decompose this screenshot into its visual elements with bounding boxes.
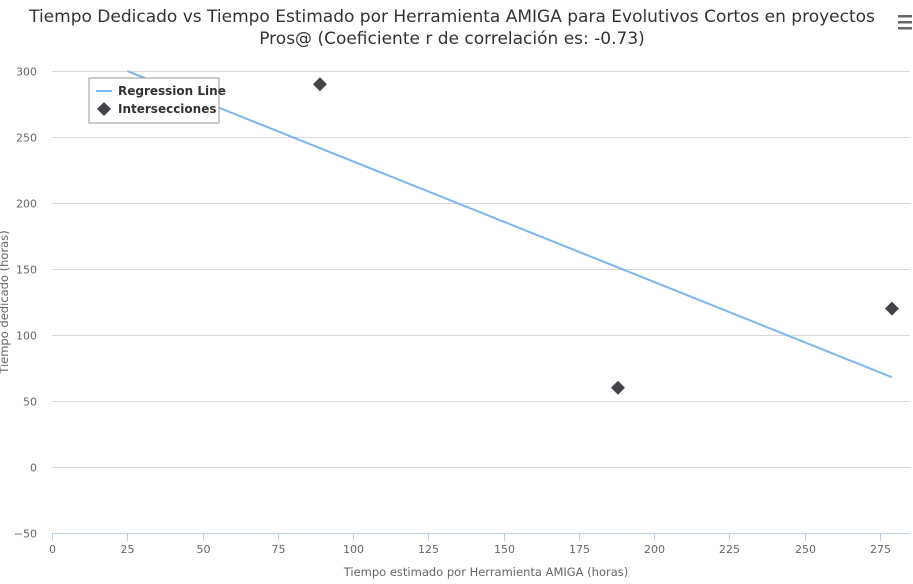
x-tick-label: 175 bbox=[569, 543, 590, 556]
data-point-diamond[interactable] bbox=[312, 77, 327, 92]
x-tick-label: 200 bbox=[644, 543, 665, 556]
legend-box bbox=[88, 77, 220, 124]
x-tick-label: 100 bbox=[343, 543, 364, 556]
x-tick-label: 150 bbox=[494, 543, 515, 556]
legend-diamond-swatch bbox=[97, 102, 111, 116]
data-point-diamond[interactable] bbox=[884, 301, 899, 316]
chart-menu-hit-area[interactable] bbox=[894, 8, 913, 30]
legend: Regression Line Intersecciones bbox=[88, 77, 226, 124]
y-axis-title: Tiempo dedicado (horas) bbox=[0, 230, 11, 374]
hamburger-menu-icon bbox=[898, 15, 912, 30]
x-tick-label: 125 bbox=[418, 543, 439, 556]
x-tick-label: 275 bbox=[870, 543, 891, 556]
y-tick-label: 200 bbox=[16, 198, 37, 211]
x-tick-label: 75 bbox=[272, 543, 286, 556]
x-axis-title: Tiempo estimado por Herramienta AMIGA (h… bbox=[343, 565, 629, 579]
axes: −50 0 50 100 150 200 250 300 0 25 50 75 100 125 150 175… bbox=[14, 66, 910, 556]
chart-title-line-2: Pros@ (Coeficiente r de correlación es: … bbox=[259, 29, 645, 49]
x-tick-label: 250 bbox=[795, 543, 816, 556]
chart-menu-button[interactable] bbox=[894, 8, 913, 30]
plot-series bbox=[126, 70, 899, 395]
grid-lines bbox=[52, 71, 910, 534]
regression-line bbox=[126, 70, 893, 379]
y-tick-label: 100 bbox=[16, 330, 37, 343]
y-tick-label: 0 bbox=[30, 462, 37, 475]
y-tick-label: −50 bbox=[14, 528, 37, 541]
y-tick-label: 250 bbox=[16, 132, 37, 145]
y-tick-label: 150 bbox=[16, 264, 37, 277]
x-tick-label: 25 bbox=[121, 543, 135, 556]
legend-label-regression: Regression Line bbox=[118, 84, 226, 98]
chart-title-line-1: Tiempo Dedicado vs Tiempo Estimado por H… bbox=[28, 7, 875, 27]
x-tick-label: 225 bbox=[719, 543, 740, 556]
x-tick-label: 50 bbox=[197, 543, 211, 556]
x-tick-label: 0 bbox=[49, 543, 56, 556]
data-point-diamond[interactable] bbox=[610, 380, 625, 395]
y-tick-label: 300 bbox=[16, 66, 37, 79]
chart-title: Tiempo Dedicado vs Tiempo Estimado por H… bbox=[28, 7, 875, 49]
legend-label-intersecciones: Intersecciones bbox=[118, 102, 217, 116]
y-tick-label: 50 bbox=[23, 396, 37, 409]
